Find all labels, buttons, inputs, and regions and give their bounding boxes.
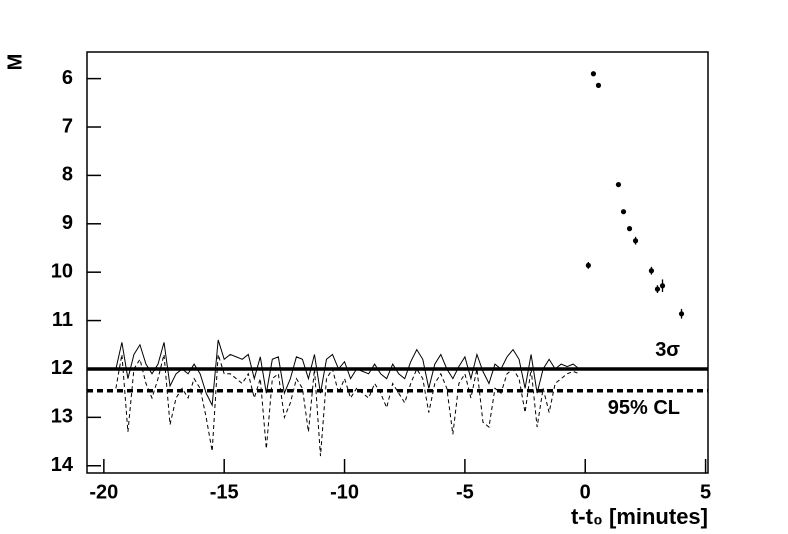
data-line [115, 339, 580, 408]
y-axis-label: M [4, 54, 26, 71]
reference-label: 95% CL [608, 397, 680, 419]
data-point [659, 283, 666, 289]
data-point [620, 209, 627, 215]
data-line [115, 354, 580, 457]
x-tick-label: -15 [210, 481, 239, 503]
y-tick-label: 12 [51, 357, 73, 379]
x-tick-label: -20 [89, 481, 118, 503]
data-point [590, 71, 597, 77]
data-point [678, 311, 685, 317]
data-point [595, 82, 602, 88]
y-tick-label: 8 [62, 164, 73, 186]
y-tick-label: 11 [52, 309, 73, 331]
y-tick-label: 13 [51, 406, 73, 428]
data-point [632, 238, 639, 244]
x-tick-label: 0 [580, 481, 591, 503]
data-point [626, 226, 633, 232]
plot-frame [86, 51, 709, 474]
y-tick-label: 10 [51, 260, 73, 282]
data-point [654, 286, 661, 292]
data-point [585, 262, 591, 269]
x-axis-label: t-t₀ [minutes] [571, 504, 708, 529]
data-point [615, 181, 622, 188]
y-tick-label: 14 [51, 454, 74, 476]
y-tick-label: 6 [62, 67, 73, 89]
y-tick-label: 7 [62, 115, 73, 137]
y-tick-label: 9 [62, 212, 73, 234]
x-tick-label: -5 [456, 481, 474, 503]
x-tick-label: -10 [330, 481, 359, 503]
reference-label: 3σ [655, 339, 680, 361]
x-tick-label: 5 [700, 481, 711, 503]
data-point [648, 268, 655, 274]
